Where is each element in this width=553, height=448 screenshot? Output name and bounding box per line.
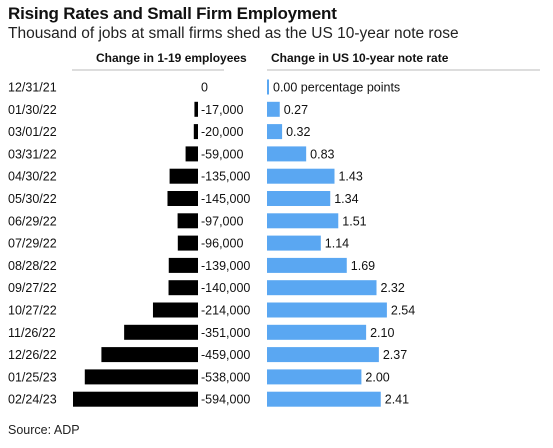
employee-bar — [73, 391, 198, 407]
date-label: 03/31/22 — [8, 147, 57, 161]
employee-value-label: -135,000 — [201, 170, 250, 184]
date-label: 03/01/22 — [8, 125, 57, 139]
employee-value-label: -139,000 — [201, 259, 250, 273]
date-label: 06/29/22 — [8, 214, 57, 228]
rate-value-label: 1.43 — [338, 170, 362, 184]
chart-subtitle: Thousand of jobs at small firms shed as … — [8, 25, 459, 42]
employee-bar — [185, 146, 198, 162]
date-label: 08/28/22 — [8, 259, 57, 273]
rate-value-label: 2.10 — [370, 326, 394, 340]
rate-bar — [267, 146, 307, 162]
employee-value-label: -459,000 — [201, 348, 250, 362]
rate-value-label: 2.32 — [381, 281, 405, 295]
rate-bar — [267, 213, 339, 229]
rate-bar — [267, 79, 269, 95]
rate-bar — [267, 101, 280, 117]
rate-value-label: 1.51 — [342, 214, 366, 228]
employee-bar — [168, 257, 198, 273]
date-label: 10/27/22 — [8, 304, 57, 318]
employee-value-label: -594,000 — [201, 393, 250, 407]
employee-value-label: -140,000 — [201, 281, 250, 295]
rate-value-label: 2.00 — [365, 370, 389, 384]
employee-value-label: -96,000 — [201, 237, 243, 251]
employee-bar — [167, 191, 198, 206]
employee-bar — [177, 235, 198, 251]
rate-bar — [267, 302, 387, 318]
employee-bar — [101, 347, 198, 363]
date-label: 01/25/23 — [8, 370, 57, 384]
rate-value-label: 1.69 — [351, 259, 375, 273]
employee-bar — [84, 369, 198, 385]
rate-bar — [267, 124, 283, 140]
rate-bar — [267, 391, 381, 407]
date-label: 12/26/22 — [8, 348, 57, 362]
employee-value-label: -538,000 — [201, 370, 250, 384]
employee-value-label: -20,000 — [201, 125, 243, 139]
employee-bar — [152, 302, 198, 318]
header-employees: Change in 1-19 employees — [96, 51, 247, 65]
date-label: 09/27/22 — [8, 281, 57, 295]
rate-bar — [267, 347, 379, 363]
employee-bar — [124, 324, 198, 340]
rate-value-label: 2.37 — [383, 348, 407, 362]
rate-value-label: 0.27 — [284, 103, 308, 117]
rate-value-label: 1.14 — [325, 237, 349, 251]
employee-value-label: 0 — [201, 81, 208, 95]
date-label: 01/30/22 — [8, 103, 57, 117]
employee-value-label: -351,000 — [201, 326, 250, 340]
date-label: 12/31/21 — [8, 81, 57, 95]
rate-value-label: 0.00 percentage points — [273, 81, 400, 95]
rate-bar — [267, 257, 347, 273]
rate-bar — [267, 191, 331, 206]
date-label: 11/26/22 — [8, 326, 56, 340]
rate-value-label: 0.32 — [286, 125, 310, 139]
date-label: 02/24/23 — [8, 393, 57, 407]
rate-value-label: 0.83 — [310, 147, 334, 161]
rate-bar — [267, 235, 321, 251]
source-note: Source: ADP — [8, 423, 80, 437]
employee-bar — [194, 101, 198, 117]
header-rate: Change in US 10-year note rate — [271, 51, 449, 65]
rate-value-label: 2.54 — [391, 304, 415, 318]
employee-bar — [168, 280, 198, 296]
employee-bar — [193, 124, 198, 140]
rate-bar — [267, 324, 367, 340]
employee-bar — [169, 168, 198, 184]
employee-value-label: -145,000 — [201, 192, 250, 206]
employee-value-label: -97,000 — [201, 214, 243, 228]
date-label: 07/29/22 — [8, 237, 57, 251]
rate-value-label: 1.34 — [334, 192, 358, 206]
employee-value-label: -214,000 — [201, 304, 250, 318]
chart-title: Rising Rates and Small Firm Employment — [8, 4, 337, 23]
rate-bar — [267, 280, 377, 296]
date-label: 05/30/22 — [8, 192, 57, 206]
employee-value-label: -59,000 — [201, 147, 243, 161]
rate-value-label: 2.41 — [385, 393, 409, 407]
rate-bar — [267, 168, 335, 184]
date-label: 04/30/22 — [8, 170, 57, 184]
rate-bar — [267, 369, 362, 385]
employee-value-label: -17,000 — [201, 103, 243, 117]
employee-bar — [177, 213, 198, 229]
